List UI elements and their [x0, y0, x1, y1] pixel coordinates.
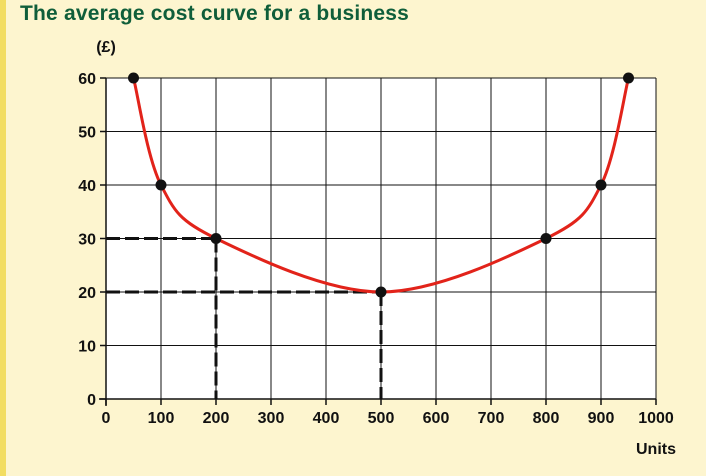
y-axis-label: (£) — [96, 39, 116, 56]
data-point — [155, 179, 167, 191]
x-tick-label: 800 — [533, 410, 560, 427]
x-tick-label: 200 — [203, 410, 230, 427]
guide-lines — [106, 237, 383, 399]
data-points — [128, 72, 634, 298]
x-tick-label: 900 — [588, 410, 615, 427]
x-axis-label: Units — [636, 441, 676, 458]
x-tick-label: 100 — [148, 410, 175, 427]
data-point — [210, 233, 222, 244]
left-accent-bar — [0, 0, 6, 476]
y-tick-label: 10 — [78, 339, 96, 356]
data-point — [128, 72, 139, 84]
x-tick-label: 600 — [423, 410, 450, 427]
y-tick-label: 0 — [87, 392, 96, 409]
x-tick-label: 400 — [313, 410, 340, 427]
data-point — [540, 233, 552, 244]
y-tick-label: 60 — [78, 71, 96, 88]
axes — [99, 77, 657, 406]
y-tick-label: 20 — [78, 285, 96, 302]
y-tick-label: 30 — [78, 232, 96, 249]
x-tick-label: 500 — [368, 410, 395, 427]
y-tick-label: 40 — [78, 178, 96, 195]
y-tick-label: 50 — [78, 125, 96, 142]
x-tick-label: 300 — [258, 410, 285, 427]
x-tick-label: 1000 — [638, 410, 674, 427]
x-tick-label: 700 — [478, 410, 505, 427]
data-point — [595, 179, 607, 191]
chart-title: The average cost curve for a business — [20, 2, 410, 25]
data-point — [623, 72, 634, 84]
data-point — [375, 286, 387, 298]
x-tick-label: 0 — [102, 410, 111, 427]
